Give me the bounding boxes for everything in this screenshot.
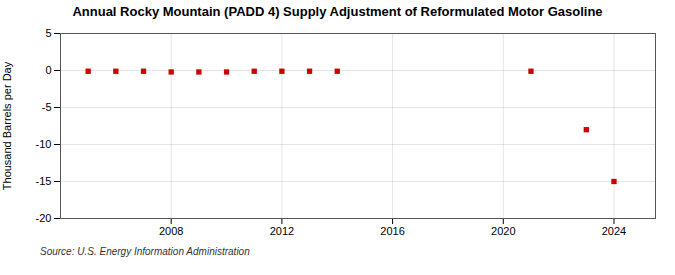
svg-text:2020: 2020 (491, 225, 515, 237)
svg-text:5: 5 (45, 27, 51, 39)
svg-text:-5: -5 (42, 101, 52, 113)
svg-text:2024: 2024 (602, 225, 626, 237)
svg-text:2012: 2012 (270, 225, 294, 237)
html-text:Annual Rocky Mountain (PADD 4): Annual Rocky Mountain (PADD 4) Supply Ad… (72, 4, 603, 19)
svg-text:0: 0 (45, 64, 51, 76)
html-text:Source: U.S. Energy Informatio: Source: U.S. Energy Information Administ… (40, 246, 250, 257)
svg-text:-20: -20 (36, 212, 52, 224)
svg-text:2016: 2016 (380, 225, 404, 237)
svg-text:Thousand Barrels per Day: Thousand Barrels per Day (1, 61, 13, 190)
svg-text:2008: 2008 (159, 225, 183, 237)
svg-text:-10: -10 (36, 138, 52, 150)
svg-text:-15: -15 (36, 175, 52, 187)
